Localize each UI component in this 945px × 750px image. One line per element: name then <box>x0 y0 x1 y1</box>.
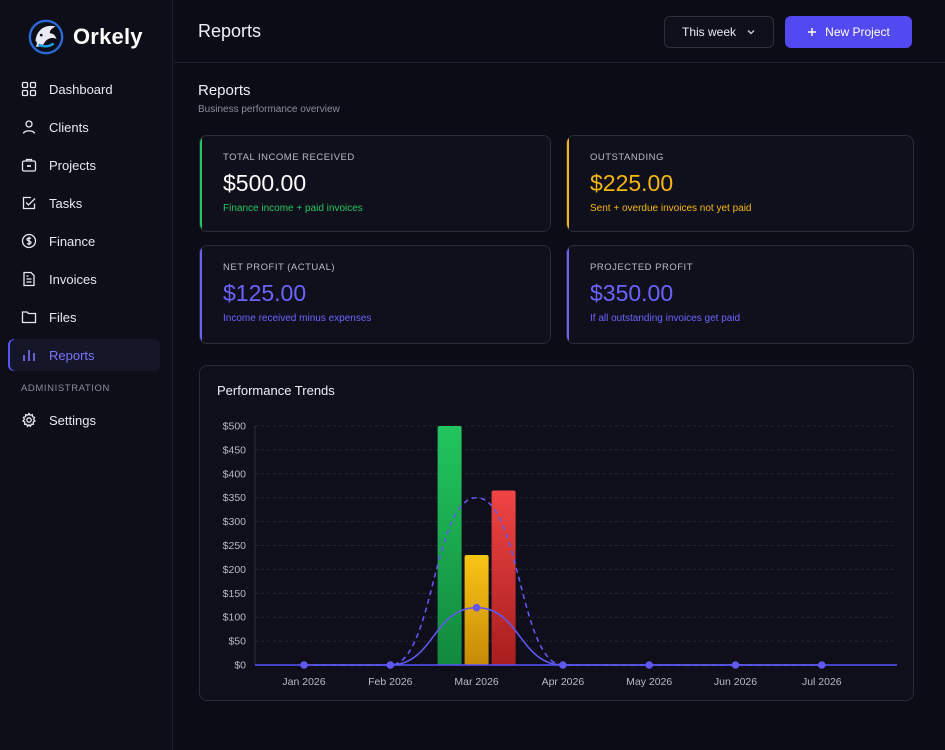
dashboard-icon <box>21 81 37 97</box>
x-tick-label: Mar 2026 <box>454 676 499 688</box>
stat-card-value: $350.00 <box>590 280 674 306</box>
stat-card-outstanding: OUTSTANDING $225.00 Sent + overdue invoi… <box>566 135 914 232</box>
x-tick-label: Feb 2026 <box>368 676 413 688</box>
top-header: Reports This week New Project <box>174 0 945 63</box>
sidebar-item-label: Finance <box>49 233 96 249</box>
gear-icon <box>21 412 37 428</box>
sidebar-item-clients[interactable]: Clients <box>8 111 160 143</box>
y-tick-label: $450 <box>223 444 247 456</box>
bar <box>437 426 462 665</box>
bar-chart-icon <box>21 347 37 363</box>
stat-card-value: $500.00 <box>223 170 307 196</box>
x-tick-label: May 2026 <box>626 676 672 688</box>
sidebar-item-invoices[interactable]: Invoices <box>8 263 160 295</box>
sidebar-item-finance[interactable]: Finance <box>8 225 160 257</box>
x-tick-label: Jul 2026 <box>802 676 842 688</box>
sidebar: Orkely Dashboard Clients Projects Tasks <box>0 0 173 750</box>
folder-icon <box>21 309 37 325</box>
sidebar-item-label: Invoices <box>49 271 97 287</box>
stat-card-total-income: TOTAL INCOME RECEIVED $500.00 Finance in… <box>199 135 551 232</box>
y-tick-label: $350 <box>223 492 247 504</box>
data-point <box>818 661 826 669</box>
y-tick-label: $400 <box>223 468 247 480</box>
y-tick-label: $300 <box>223 516 247 528</box>
data-point <box>472 603 481 612</box>
data-point <box>559 661 567 669</box>
sidebar-item-label: Projects <box>49 157 96 173</box>
new-project-button[interactable]: New Project <box>785 16 912 48</box>
y-tick-label: $500 <box>223 421 247 433</box>
data-point <box>731 661 740 669</box>
sidebar-item-label: Clients <box>49 119 89 135</box>
sidebar-item-tasks[interactable]: Tasks <box>8 187 160 219</box>
y-tick-label: $0 <box>234 660 246 672</box>
performance-trends-card: Performance Trends $0 $50 $100 $150 $200 $250… <box>199 365 914 701</box>
y-tick-label: $250 <box>223 540 247 552</box>
bar <box>491 490 516 665</box>
sidebar-item-dashboard[interactable]: Dashboard <box>8 73 160 105</box>
stat-card-label: TOTAL INCOME RECEIVED <box>223 152 355 163</box>
data-point <box>386 661 395 669</box>
sidebar-item-label: Reports <box>49 347 95 363</box>
logo[interactable]: Orkely <box>27 18 143 56</box>
sidebar-item-files[interactable]: Files <box>8 301 160 333</box>
sidebar-item-settings[interactable]: Settings <box>8 404 160 436</box>
series-line <box>304 606 822 666</box>
sidebar-item-label: Files <box>49 309 77 325</box>
period-select-value: This week <box>681 25 737 39</box>
y-tick-label: $50 <box>228 636 246 648</box>
sidebar-item-label: Settings <box>49 412 96 428</box>
page-title: Reports <box>198 82 251 99</box>
sidebar-item-label: Dashboard <box>49 81 113 97</box>
sidebar-item-projects[interactable]: Projects <box>8 149 160 181</box>
chevron-down-icon <box>747 30 755 35</box>
stat-card-description: Sent + overdue invoices not yet paid <box>590 203 752 214</box>
stat-card-description: Finance income + paid invoices <box>223 203 363 214</box>
stat-card-description: Income received minus expenses <box>223 313 372 324</box>
period-select[interactable]: This week <box>664 16 774 48</box>
data-point <box>300 661 308 669</box>
series-line-dashed <box>304 496 822 666</box>
page-subtitle: Business performance overview <box>198 104 340 115</box>
stat-card-label: PROJECTED PROFIT <box>590 262 694 273</box>
dollar-icon <box>21 233 37 249</box>
data-point <box>645 661 653 669</box>
x-tick-label: Jan 2026 <box>282 676 325 688</box>
stat-card-label: NET PROFIT (ACTUAL) <box>223 262 336 273</box>
chart-title: Performance Trends <box>217 383 335 398</box>
app-name: Orkely <box>73 24 143 49</box>
stat-card-value: $125.00 <box>223 280 307 306</box>
plus-icon <box>808 28 817 36</box>
stat-card-net-profit: NET PROFIT (ACTUAL) $125.00 Income recei… <box>199 245 551 344</box>
user-icon <box>21 119 37 135</box>
stat-card-value: $225.00 <box>590 170 674 196</box>
y-tick-label: $200 <box>223 564 247 576</box>
x-tick-label: Jun 2026 <box>714 676 757 688</box>
document-icon <box>21 271 37 287</box>
x-tick-label: Apr 2026 <box>542 676 585 688</box>
briefcase-icon <box>21 157 37 173</box>
nav-section-administration: ADMINISTRATION <box>21 383 110 394</box>
stat-card-description: If all outstanding invoices get paid <box>590 313 741 324</box>
stat-card-label: OUTSTANDING <box>590 152 664 163</box>
y-tick-label: $150 <box>223 588 247 600</box>
sidebar-item-label: Tasks <box>49 195 83 211</box>
y-tick-label: $100 <box>223 612 247 624</box>
checkbox-icon <box>21 195 37 211</box>
sidebar-nav: Dashboard Clients Projects Tasks Finance <box>8 73 160 442</box>
stat-card-projected-profit: PROJECTED PROFIT $350.00 If all outstand… <box>566 245 914 344</box>
orca-logo-icon <box>28 19 64 55</box>
page-header-title: Reports <box>198 21 262 41</box>
sidebar-item-reports[interactable]: Reports <box>8 339 160 371</box>
performance-trends-chart: $0 $50 $100 $150 $200 $250 $300 $350 $400 $450 $50… <box>223 421 897 688</box>
new-project-label: New Project <box>825 25 890 39</box>
